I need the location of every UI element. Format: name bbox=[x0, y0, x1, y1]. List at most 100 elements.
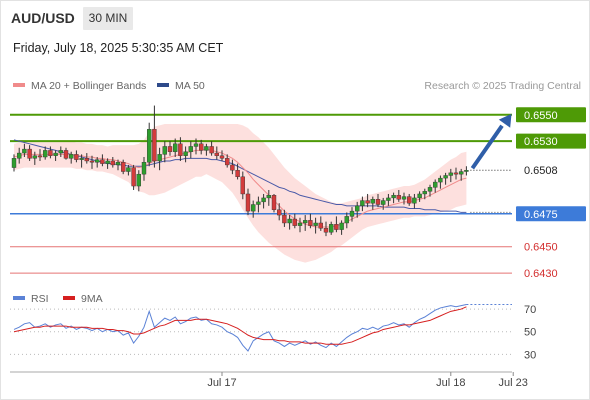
candle-body bbox=[162, 146, 168, 155]
candle bbox=[79, 154, 84, 168]
candle bbox=[318, 216, 323, 231]
symbol-title: AUD/USD bbox=[11, 10, 75, 26]
candle-body bbox=[48, 150, 53, 156]
candle-body bbox=[453, 172, 459, 175]
resistance-label: 0.6550 bbox=[524, 110, 558, 122]
candle-body bbox=[167, 146, 173, 152]
candle-body bbox=[401, 196, 407, 200]
candle-body bbox=[412, 197, 417, 204]
candle bbox=[27, 145, 32, 161]
candle-body bbox=[172, 143, 178, 152]
candle-body bbox=[375, 199, 381, 205]
candle bbox=[266, 190, 271, 206]
candle bbox=[235, 163, 240, 180]
last-price-label: 0.6508 bbox=[524, 165, 558, 177]
candle-body bbox=[11, 158, 17, 168]
candle-body bbox=[146, 129, 152, 163]
candle-body bbox=[344, 216, 349, 224]
candle-body bbox=[443, 175, 448, 179]
last-price-label-box bbox=[516, 162, 586, 178]
candle-body bbox=[386, 197, 391, 201]
rsi-tick-label: 50 bbox=[524, 327, 536, 339]
candle bbox=[43, 146, 48, 160]
candle bbox=[334, 216, 339, 233]
candle-body bbox=[219, 155, 225, 159]
bollinger-band bbox=[14, 124, 467, 263]
candle-body bbox=[459, 171, 464, 175]
candle bbox=[303, 215, 308, 231]
pivot-label-box bbox=[516, 206, 586, 222]
candle-body bbox=[370, 199, 375, 204]
candle-body bbox=[22, 148, 27, 154]
candle-body bbox=[230, 164, 235, 171]
forecast-arrow-head bbox=[498, 113, 512, 128]
candle-body bbox=[417, 193, 422, 199]
x-tick-label: Jul 23 bbox=[499, 377, 528, 389]
candle bbox=[438, 175, 443, 189]
candle bbox=[427, 184, 433, 197]
candle bbox=[448, 168, 453, 183]
candle bbox=[53, 150, 58, 161]
candle-body bbox=[396, 195, 401, 200]
candle-body bbox=[433, 181, 438, 188]
candle bbox=[152, 105, 157, 168]
support-label: 0.6430 bbox=[524, 268, 558, 280]
rsi-line bbox=[13, 304, 467, 352]
candle-body bbox=[188, 146, 194, 152]
legend-rsi: RSI bbox=[13, 293, 49, 305]
candle bbox=[433, 179, 438, 193]
candle-body bbox=[152, 129, 157, 162]
candle bbox=[344, 212, 349, 229]
candle bbox=[11, 154, 17, 172]
candle-body bbox=[245, 193, 251, 212]
candle-body bbox=[204, 146, 209, 151]
candle bbox=[355, 201, 360, 218]
candle bbox=[407, 193, 412, 206]
candle-body bbox=[334, 224, 339, 230]
candle-body bbox=[105, 160, 110, 164]
timeframe-badge[interactable]: 30 MIN bbox=[83, 7, 133, 30]
candle-body bbox=[339, 222, 344, 230]
candle bbox=[178, 137, 183, 161]
candle-body bbox=[37, 155, 43, 158]
candle-body bbox=[17, 152, 22, 159]
candle bbox=[224, 154, 230, 168]
candle bbox=[297, 217, 303, 233]
rsi-swatch bbox=[13, 296, 25, 301]
candle bbox=[157, 147, 162, 171]
candle bbox=[100, 154, 105, 167]
candle-body bbox=[250, 204, 256, 212]
forecast-arrow-shaft bbox=[470, 124, 504, 170]
candle bbox=[37, 149, 43, 161]
candle bbox=[245, 188, 251, 216]
candle bbox=[167, 141, 173, 156]
candle-body bbox=[32, 155, 37, 159]
legend-ma50: MA 50 bbox=[157, 80, 205, 92]
candle-body bbox=[318, 222, 323, 229]
candle-body bbox=[43, 150, 48, 158]
candle-body bbox=[256, 201, 261, 205]
candle bbox=[292, 213, 297, 229]
candle-body bbox=[235, 170, 240, 178]
ma50-swatch bbox=[157, 83, 169, 88]
legend-ma20: MA 20 + Bollinger Bands bbox=[13, 80, 146, 92]
candle bbox=[126, 164, 131, 176]
legend-ma50-label: MA 50 bbox=[175, 80, 205, 92]
candle bbox=[391, 192, 396, 204]
candle bbox=[110, 157, 116, 168]
candle bbox=[22, 143, 27, 158]
candle bbox=[193, 138, 199, 155]
candle-body bbox=[94, 159, 100, 163]
candle-body bbox=[277, 209, 282, 216]
resistance-label-box bbox=[516, 107, 586, 123]
candle bbox=[412, 193, 417, 209]
candle bbox=[365, 193, 370, 208]
candle-body bbox=[282, 214, 287, 224]
resistance-label-box bbox=[516, 133, 586, 149]
support-label: 0.6450 bbox=[524, 242, 558, 254]
candle bbox=[250, 200, 256, 218]
candle-body bbox=[381, 200, 386, 205]
candle bbox=[172, 138, 178, 158]
rsi-ma-swatch bbox=[63, 296, 75, 301]
